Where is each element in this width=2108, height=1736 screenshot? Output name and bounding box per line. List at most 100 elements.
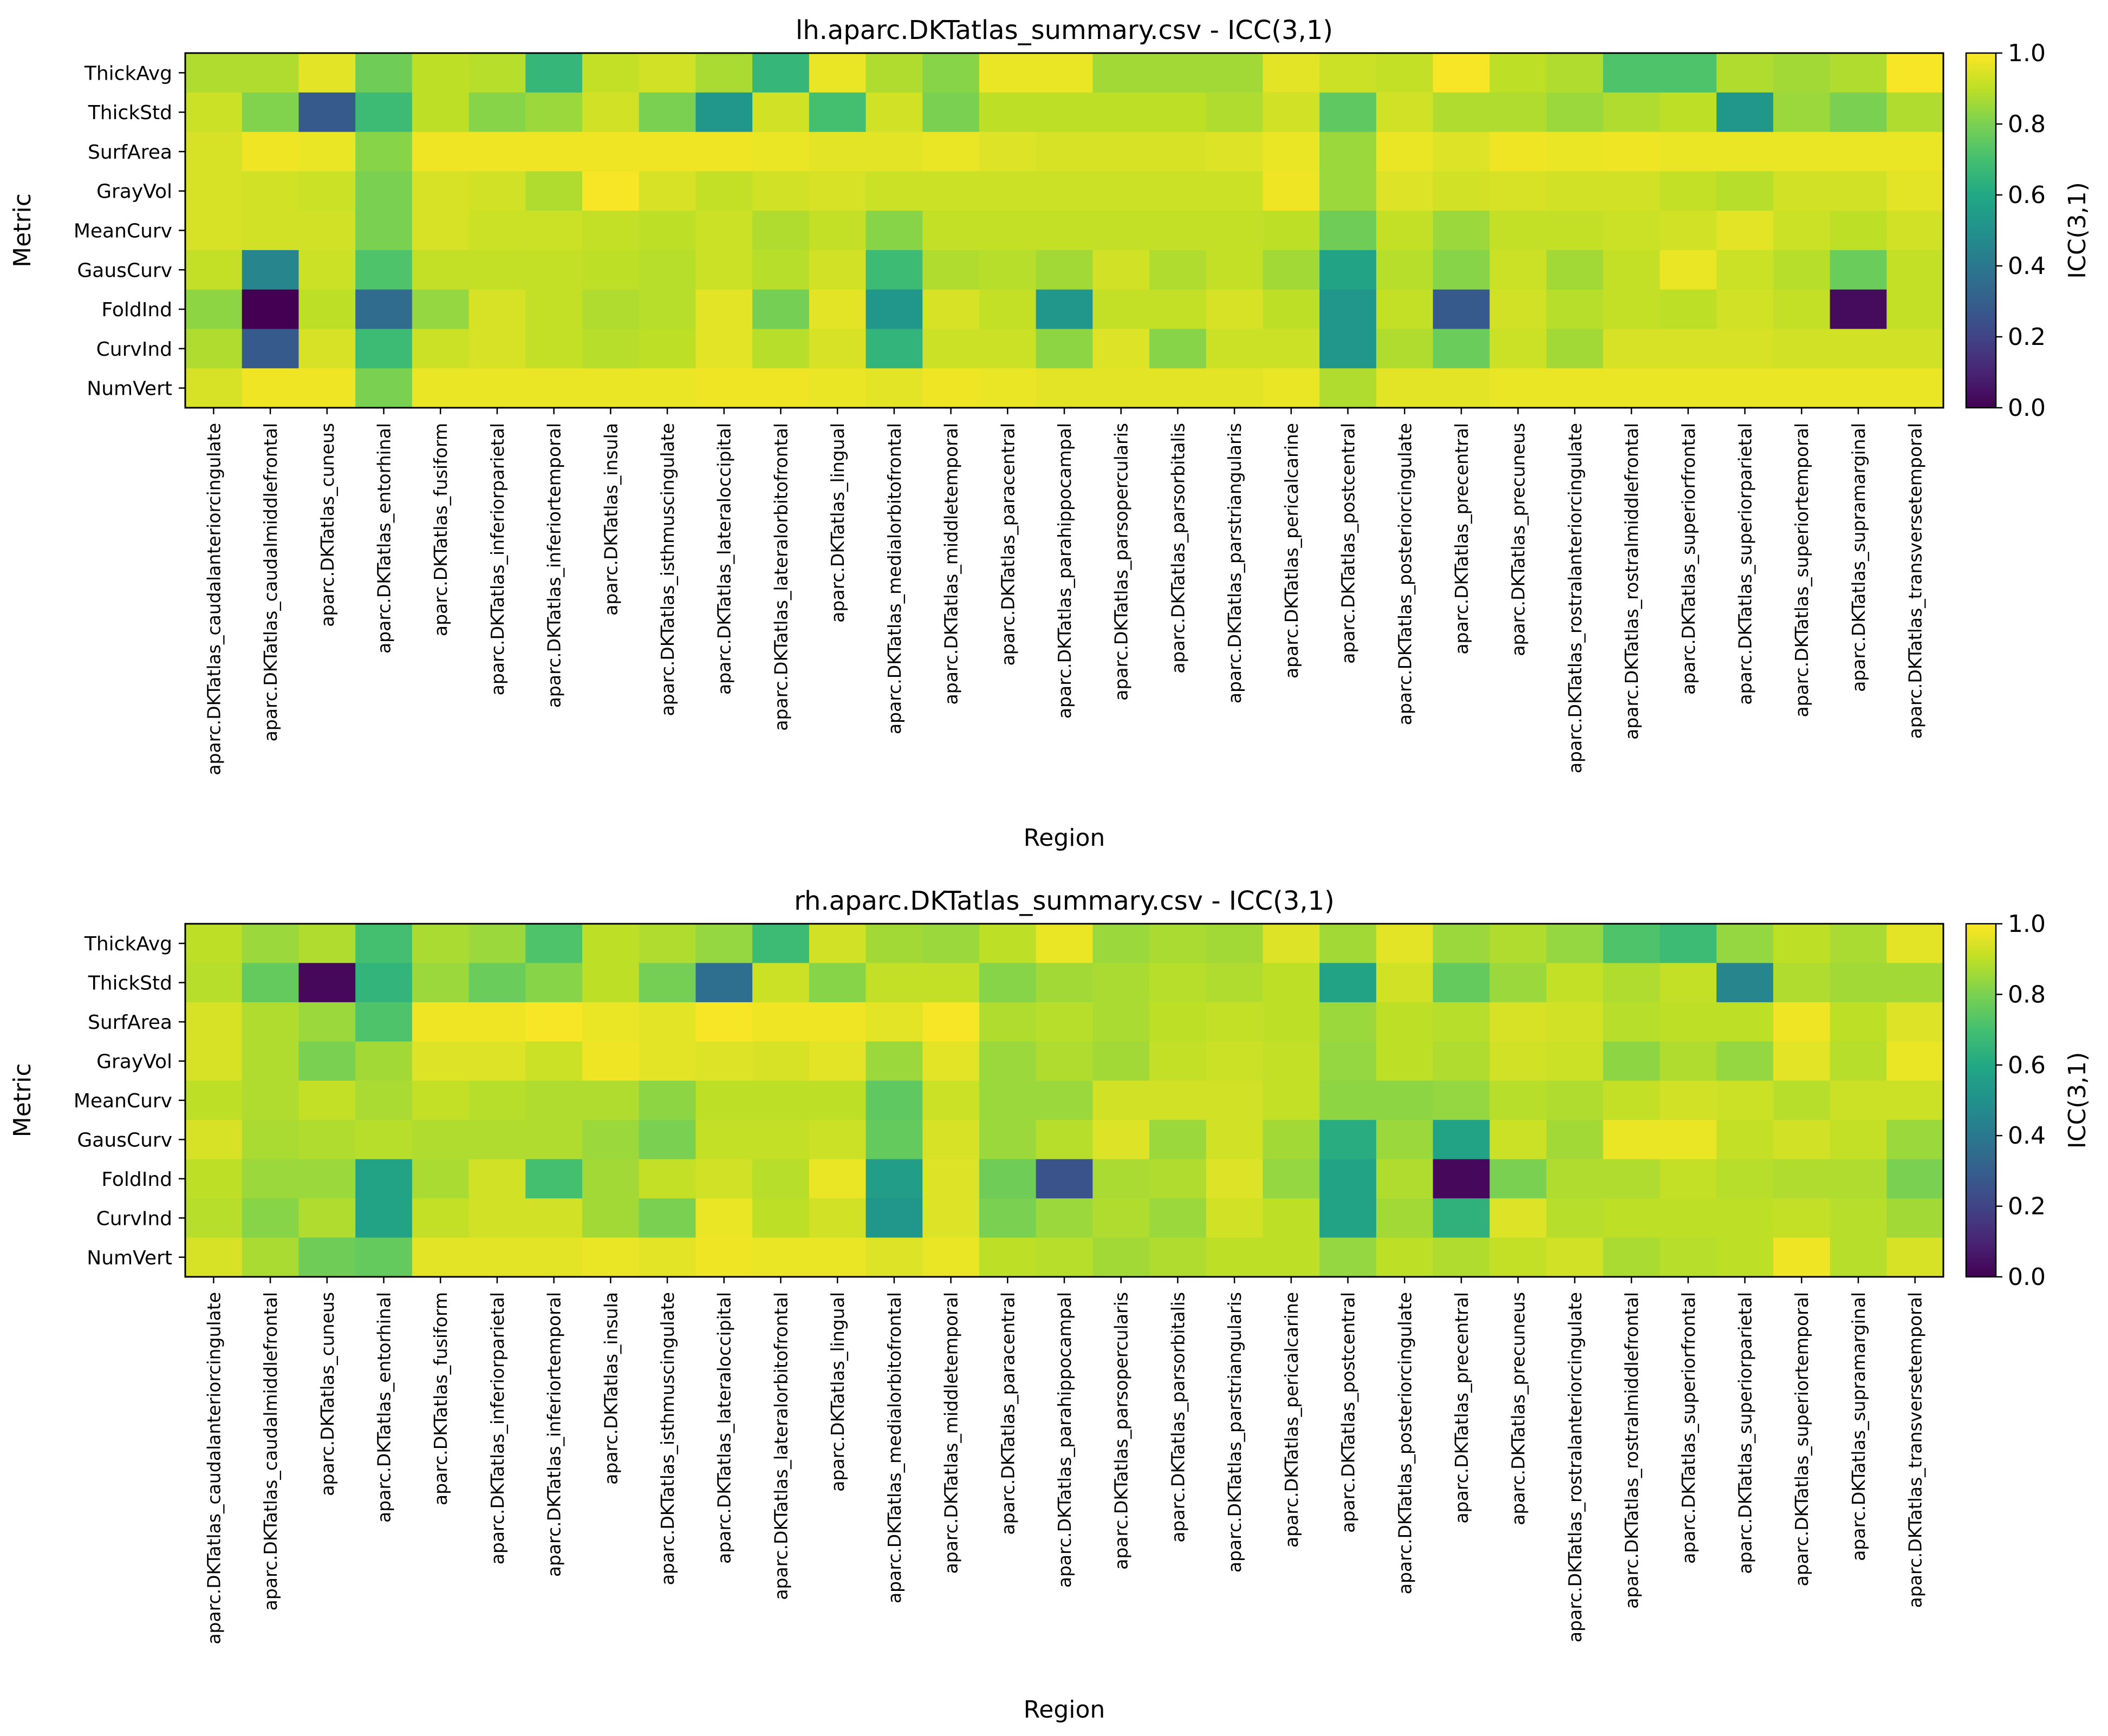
heatmap-cell	[1376, 1198, 1434, 1238]
x-tick-label: aparc.DKTatlas_isthmuscingulate	[657, 1292, 678, 1585]
heatmap-cell	[695, 1002, 753, 1042]
heatmap-cell	[866, 1198, 923, 1238]
x-tick-label: aparc.DKTatlas_medialorbitofrontal	[884, 423, 905, 734]
heatmap-cell	[922, 171, 980, 211]
heatmap-cell	[1603, 211, 1661, 251]
heatmap-cell	[1886, 1080, 1944, 1120]
heatmap-cell	[809, 53, 867, 93]
heatmap-cell	[525, 924, 583, 964]
heatmap-cell	[922, 250, 980, 290]
heatmap-cell	[866, 329, 923, 369]
heatmap-cell	[1433, 92, 1490, 133]
heatmap-cell	[582, 289, 640, 330]
heatmap-cell	[1206, 132, 1264, 172]
heatmap-cell	[1376, 1002, 1434, 1042]
heatmap-cell	[866, 924, 923, 964]
heatmap-cell	[1716, 1159, 1774, 1199]
heatmap-cell	[185, 171, 243, 211]
heatmap-cell	[1263, 368, 1320, 408]
heatmap-cell	[1660, 963, 1717, 1003]
heatmap-cell	[469, 211, 526, 251]
heatmap-cell	[1149, 289, 1207, 330]
y-tick-label: MeanCurv	[74, 1090, 172, 1112]
heatmap-cell	[1092, 171, 1150, 211]
y-tick-label: FoldInd	[101, 299, 172, 321]
heatmap-cell	[1433, 211, 1490, 251]
heatmap-cell	[1546, 132, 1604, 172]
heatmap-cell	[355, 1159, 413, 1199]
heatmap-cell	[185, 289, 243, 330]
heatmap-cell	[752, 329, 810, 369]
heatmap-cell	[752, 1041, 810, 1081]
heatmap-cell	[809, 1237, 867, 1277]
heatmap-cell	[809, 1198, 867, 1238]
heatmap-cell	[1489, 1198, 1547, 1238]
heatmap-cell	[1206, 1080, 1264, 1120]
heatmap-cell	[1433, 1002, 1490, 1042]
heatmap-cell	[298, 1120, 356, 1160]
heatmap-cell	[242, 329, 300, 369]
x-tick-label: aparc.DKTatlas_insula	[600, 423, 621, 616]
heatmap-cell	[1773, 1237, 1831, 1277]
x-tick-label: aparc.DKTatlas_lingual	[827, 1292, 848, 1492]
y-tick-label: SurfArea	[88, 141, 172, 164]
heatmap-cell	[355, 1198, 413, 1238]
heatmap-cell	[979, 53, 1037, 93]
heatmap-cell	[582, 1080, 640, 1120]
heatmap-cell	[1773, 92, 1831, 133]
heatmap-cell	[752, 289, 810, 330]
heatmap-cell	[1716, 1002, 1774, 1042]
heatmap-cell	[1376, 1120, 1434, 1160]
heatmap-cell	[298, 963, 356, 1003]
heatmap-cell	[1263, 1198, 1320, 1238]
heatmap-cell	[1773, 1002, 1831, 1042]
heatmap-cell	[1376, 1080, 1434, 1120]
heatmap-cell	[242, 171, 300, 211]
heatmap-cell	[1773, 1041, 1831, 1081]
heatmap-cell	[1489, 53, 1547, 93]
x-tick-label: aparc.DKTatlas_pericalcarine	[1281, 1292, 1302, 1548]
heatmap-cell	[242, 92, 300, 133]
heatmap-cell	[1660, 1237, 1717, 1277]
heatmap-cell	[1319, 963, 1377, 1003]
heatmap-cell	[185, 1198, 243, 1238]
heatmap-cell	[1376, 1237, 1434, 1277]
heatmap-cell	[1660, 53, 1717, 93]
heatmap-cell	[412, 1159, 470, 1199]
heatmap-cell	[866, 1237, 923, 1277]
heatmap-cell	[1603, 368, 1661, 408]
heatmap-cell	[1319, 368, 1377, 408]
x-tick-label: aparc.DKTatlas_rostralmiddlefrontal	[1621, 423, 1642, 740]
heatmap-cell	[1546, 1237, 1604, 1277]
colorbar-tick-label: 0.6	[2008, 1052, 2046, 1079]
heatmap-cell	[582, 1237, 640, 1277]
heatmap-cell	[1716, 250, 1774, 290]
heatmap-cell	[1603, 1159, 1661, 1199]
heatmap-cell	[1546, 368, 1604, 408]
x-tick-label: aparc.DKTatlas_middletemporal	[941, 1292, 962, 1574]
heatmap-cell	[1206, 1159, 1264, 1199]
heatmap-cell	[1149, 53, 1207, 93]
heatmap-cell	[1546, 1002, 1604, 1042]
x-tick-label: aparc.DKTatlas_superiorfrontal	[1678, 1292, 1699, 1564]
x-tick-label: aparc.DKTatlas_parahippocampal	[1054, 423, 1075, 719]
x-tick-label: aparc.DKTatlas_pericalcarine	[1281, 423, 1302, 678]
heatmap-cell	[1716, 329, 1774, 369]
heatmap-cell	[298, 171, 356, 211]
heatmap-cell	[525, 1120, 583, 1160]
heatmap-cell	[185, 963, 243, 1003]
heatmap-cell	[412, 1080, 470, 1120]
heatmap-cell	[752, 1237, 810, 1277]
heatmap-cell	[1489, 92, 1547, 133]
heatmap-cell	[639, 1002, 696, 1042]
heatmap-cell	[695, 329, 753, 369]
heatmap-cell	[582, 329, 640, 369]
heatmap-cell	[1603, 289, 1661, 330]
x-tick-label: aparc.DKTatlas_paracentral	[997, 423, 1018, 666]
heatmap-cell	[298, 1159, 356, 1199]
heatmap-cell	[1376, 924, 1434, 964]
heatmap-cell	[866, 1159, 923, 1199]
heatmap-cell	[1092, 329, 1150, 369]
y-tick-label: GausCurv	[77, 259, 172, 282]
heatmap-cell	[1092, 1002, 1150, 1042]
